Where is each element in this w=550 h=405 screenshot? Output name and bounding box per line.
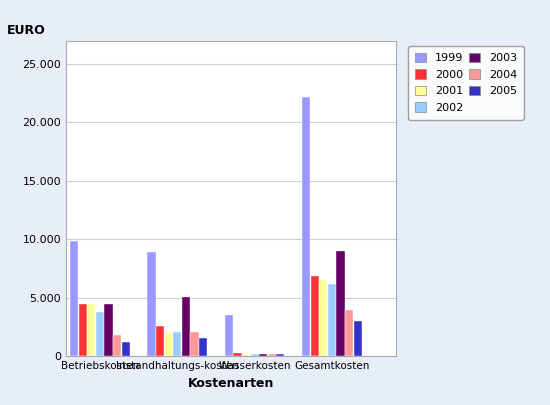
Legend: 1999, 2000, 2001, 2002, 2003, 2004, 2005: 1999, 2000, 2001, 2002, 2003, 2004, 2005	[408, 46, 524, 119]
Bar	[337, 251, 345, 356]
Bar	[96, 312, 104, 356]
Bar	[79, 304, 87, 356]
Bar	[345, 309, 353, 356]
Bar	[122, 342, 130, 356]
Text: EURO: EURO	[7, 24, 45, 37]
Bar	[320, 280, 327, 356]
Bar	[311, 276, 319, 356]
Bar	[268, 354, 276, 356]
Bar	[276, 354, 284, 356]
Bar	[173, 332, 182, 356]
Bar	[354, 321, 362, 356]
Bar	[251, 354, 258, 356]
Bar	[113, 335, 121, 356]
Bar	[70, 241, 78, 356]
Bar	[147, 252, 156, 356]
Bar	[302, 97, 310, 356]
Bar	[259, 354, 267, 356]
Bar	[104, 304, 113, 356]
Bar	[225, 315, 233, 356]
Bar	[233, 353, 241, 356]
Bar	[164, 333, 173, 356]
Bar	[87, 304, 96, 356]
Bar	[199, 338, 207, 356]
Bar	[182, 297, 190, 356]
Bar	[190, 332, 199, 356]
X-axis label: Kostenarten: Kostenarten	[188, 377, 274, 390]
Bar	[242, 354, 250, 356]
Bar	[156, 326, 164, 356]
Bar	[328, 284, 336, 356]
